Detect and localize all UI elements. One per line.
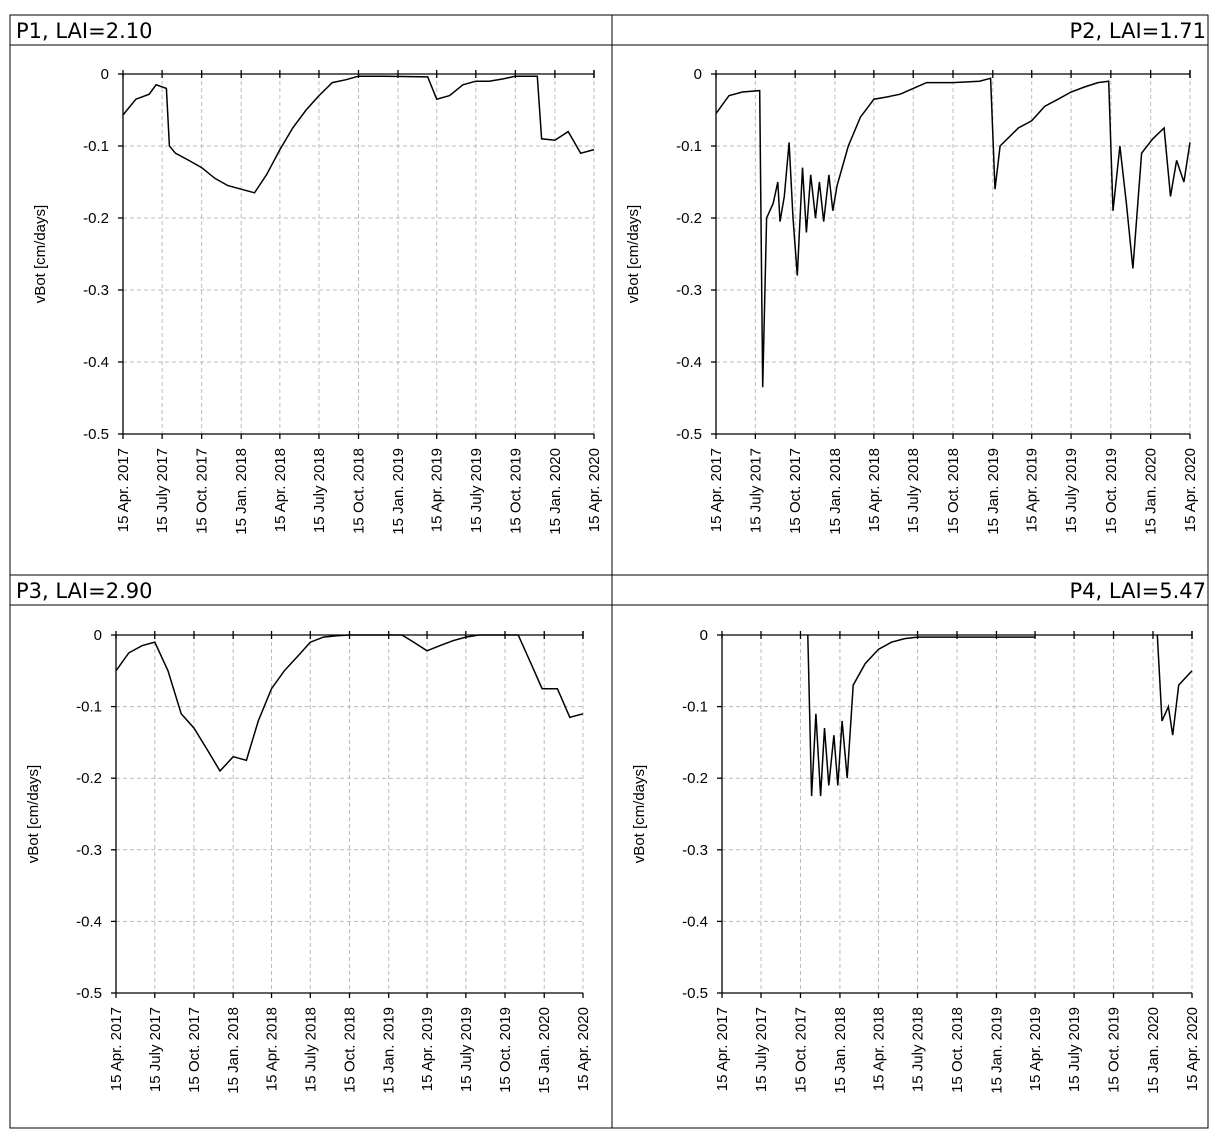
x-tick-label: 15 Apr. 2017	[714, 1007, 731, 1091]
y-tick-label: -0.3	[76, 842, 102, 859]
y-tick-label: 0	[700, 627, 708, 644]
x-tick-label: 15 July 2018	[311, 448, 328, 533]
data-line	[122, 75, 595, 194]
x-tick-label: 15 Apr. 2020	[586, 448, 603, 532]
x-tick-label: 15 Apr. 2018	[272, 448, 289, 532]
x-tick-label: 15 Jan. 2019	[988, 1007, 1005, 1094]
x-tick-label: 15 Jan. 2018	[233, 448, 250, 535]
x-tick-label: 15 July 2018	[910, 1007, 927, 1092]
x-tick-label: 15 July 2018	[302, 1007, 319, 1092]
x-tick-label: 15 Apr. 2018	[264, 1007, 281, 1091]
y-axis-label: vBot [cm/days]	[32, 205, 49, 303]
data-line	[115, 634, 584, 773]
x-tick-label: 15 Apr. 2017	[115, 448, 132, 532]
y-tick-label: -0.2	[76, 770, 102, 787]
y-tick-label: -0.1	[83, 138, 109, 155]
x-tick-label: 15 Oct. 2019	[497, 1007, 514, 1093]
y-tick-label: 0	[101, 66, 109, 83]
x-tick-label: 15 Jan. 2018	[225, 1007, 242, 1094]
x-tick-label: 15 July 2019	[468, 448, 485, 533]
x-tick-label: 15 Apr. 2020	[1182, 448, 1199, 532]
x-tick-label: 15 July 2017	[753, 1007, 770, 1092]
x-tick-label: 15 Oct. 2018	[945, 448, 962, 534]
x-tick-label: 15 July 2017	[747, 448, 764, 533]
y-tick-label: -0.3	[682, 842, 708, 859]
data-line	[807, 634, 1193, 797]
x-tick-label: 15 Jan. 2018	[827, 448, 844, 535]
x-tick-label: 15 Apr. 2019	[1024, 448, 1041, 532]
x-tick-label: 15 Jan. 2020	[547, 448, 564, 535]
y-tick-label: -0.3	[83, 282, 109, 299]
panel-title: P3, LAI=2.90	[16, 579, 152, 603]
y-tick-label: -0.2	[682, 770, 708, 787]
y-tick-label: -0.4	[76, 913, 102, 930]
panel-title: P2, LAI=1.71	[1070, 19, 1206, 43]
data-line	[715, 77, 1191, 388]
y-tick-label: -0.4	[83, 354, 109, 371]
x-tick-label: 15 Apr. 2017	[708, 448, 725, 532]
y-tick-label: -0.4	[676, 354, 702, 371]
x-tick-label: 15 July 2017	[154, 448, 171, 533]
y-tick-label: -0.1	[676, 138, 702, 155]
y-tick-label: -0.5	[76, 985, 102, 1002]
x-tick-label: 15 July 2017	[147, 1007, 164, 1092]
panel-frame	[611, 574, 1209, 1129]
x-tick-label: 15 July 2019	[458, 1007, 475, 1092]
x-tick-label: 15 Apr. 2019	[1027, 1007, 1044, 1091]
x-tick-label: 15 Oct. 2017	[186, 1007, 203, 1093]
y-tick-label: -0.5	[83, 426, 109, 443]
y-tick-label: -0.5	[676, 426, 702, 443]
y-tick-label: 0	[94, 627, 102, 644]
x-tick-label: 15 Oct. 2018	[342, 1007, 359, 1093]
x-tick-label: 15 Apr. 2019	[429, 448, 446, 532]
y-tick-label: -0.1	[682, 699, 708, 716]
x-tick-label: 15 Apr. 2020	[1184, 1007, 1201, 1091]
x-tick-label: 15 July 2019	[1063, 448, 1080, 533]
x-tick-label: 15 Apr. 2020	[575, 1007, 592, 1091]
y-tick-label: -0.2	[676, 210, 702, 227]
x-tick-label: 15 Jan. 2019	[381, 1007, 398, 1094]
x-tick-label: 15 Oct. 2017	[787, 448, 804, 534]
y-tick-label: -0.2	[83, 210, 109, 227]
x-tick-label: 15 Apr. 2017	[108, 1007, 125, 1091]
x-tick-label: 15 Oct. 2017	[194, 448, 211, 534]
x-tick-label: 15 Oct. 2018	[949, 1007, 966, 1093]
x-tick-label: 15 Apr. 2018	[866, 448, 883, 532]
x-tick-label: 15 Apr. 2019	[419, 1007, 436, 1091]
y-axis-label: vBot [cm/days]	[25, 765, 42, 863]
x-tick-label: 15 Apr. 2018	[871, 1007, 888, 1091]
panel-title: P1, LAI=2.10	[16, 19, 152, 43]
x-tick-label: 15 Jan. 2019	[985, 448, 1002, 535]
y-tick-label: 0	[694, 66, 702, 83]
x-tick-label: 15 July 2019	[1066, 1007, 1083, 1092]
x-tick-label: 15 Oct. 2019	[1103, 448, 1120, 534]
x-tick-label: 15 Oct. 2017	[792, 1007, 809, 1093]
x-tick-label: 15 Jan. 2020	[1145, 1007, 1162, 1094]
y-axis-label: vBot [cm/days]	[631, 765, 648, 863]
y-tick-label: -0.3	[676, 282, 702, 299]
x-tick-label: 15 Jan. 2019	[390, 448, 407, 535]
x-tick-label: 15 Jan. 2018	[832, 1007, 849, 1094]
x-tick-label: 15 July 2018	[905, 448, 922, 533]
y-tick-label: -0.5	[682, 985, 708, 1002]
x-tick-label: 15 Oct. 2019	[1106, 1007, 1123, 1093]
panel-title: P4, LAI=5.47	[1070, 579, 1206, 603]
x-tick-label: 15 Oct. 2018	[351, 448, 368, 534]
y-tick-label: -0.1	[76, 699, 102, 716]
x-tick-label: 15 Oct. 2019	[507, 448, 524, 534]
y-axis-label: vBot [cm/days]	[625, 205, 642, 303]
y-tick-label: -0.4	[682, 913, 708, 930]
x-tick-label: 15 Jan. 2020	[536, 1007, 553, 1094]
x-tick-label: 15 Jan. 2020	[1143, 448, 1160, 535]
